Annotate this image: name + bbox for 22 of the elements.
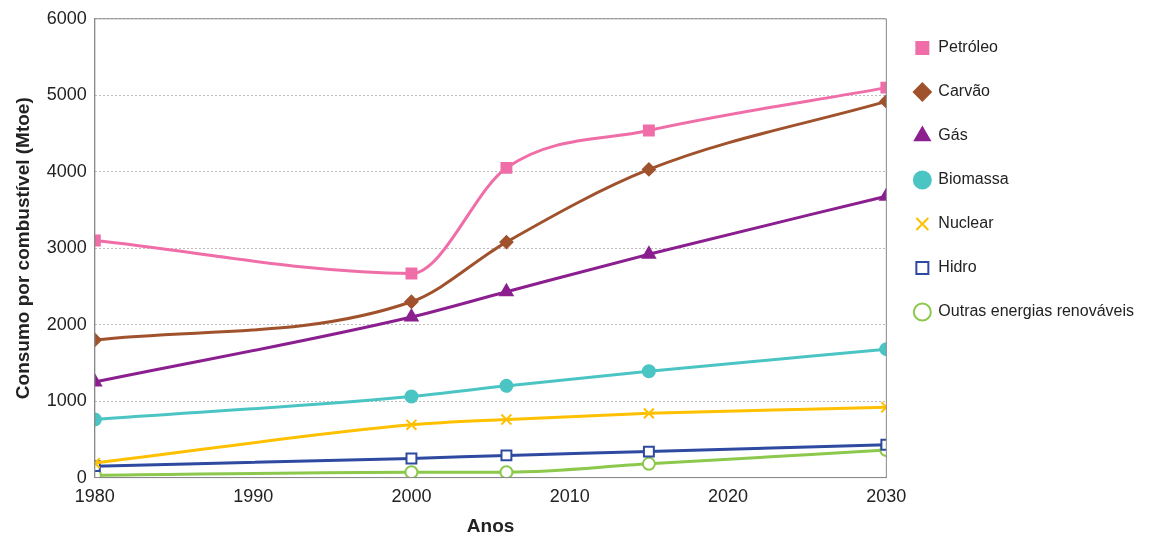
x-tick-label: 1990 bbox=[233, 486, 274, 507]
y-tick-label: 5000 bbox=[46, 84, 87, 105]
x-tick-label: 2010 bbox=[549, 486, 590, 507]
y-tick-label: 4000 bbox=[46, 160, 87, 181]
y-tick-label: 3000 bbox=[46, 237, 87, 258]
y-tick-label: 0 bbox=[76, 466, 87, 487]
y-tick-label: 6000 bbox=[46, 7, 87, 28]
x-tick-label: 2000 bbox=[391, 486, 432, 507]
legend-label: Gás bbox=[938, 126, 968, 144]
legend-label: Hidro bbox=[938, 258, 977, 276]
x-tick-label: 2030 bbox=[866, 486, 907, 507]
x-tick-label: 1980 bbox=[74, 486, 115, 507]
y-tick-label: 1000 bbox=[46, 390, 87, 411]
legend-label: Carvão bbox=[938, 82, 991, 100]
x-tick-label: 2020 bbox=[708, 486, 749, 507]
legend-label: Petróleo bbox=[938, 38, 999, 56]
legend-label: Biomassa bbox=[938, 170, 1009, 188]
legend-label: Nuclear bbox=[938, 214, 995, 232]
y-axis-title: Consumo por combustível (Mtoe) bbox=[11, 97, 33, 400]
y-tick-label: 2000 bbox=[46, 313, 87, 334]
x-axis-title: Anos bbox=[466, 514, 515, 536]
legend-label: Outras energias renováveis bbox=[938, 302, 1134, 320]
